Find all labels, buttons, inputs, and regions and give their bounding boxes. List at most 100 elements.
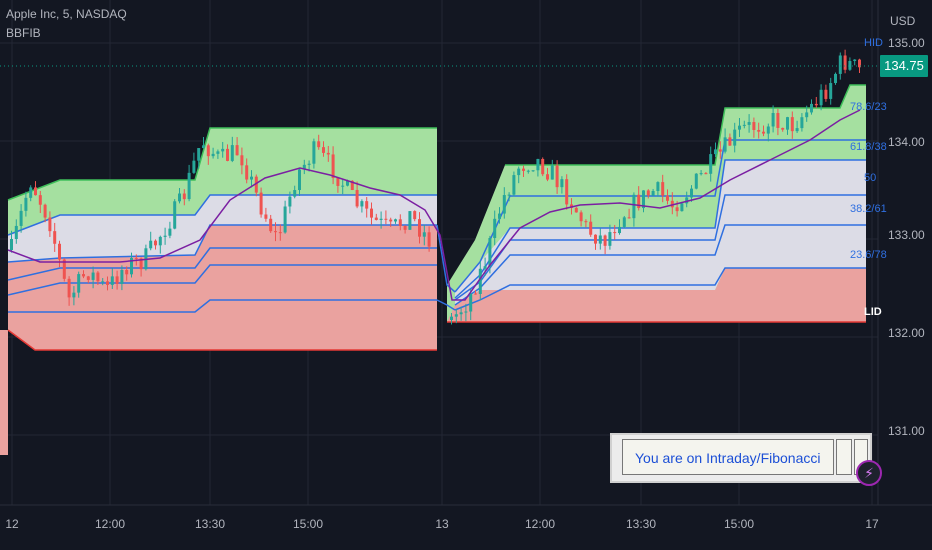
candle-body <box>115 276 119 284</box>
candle-body <box>197 148 201 161</box>
time-tick: 13 <box>435 517 449 531</box>
candle-body <box>675 207 679 212</box>
candle-body <box>824 89 828 99</box>
fib-line <box>454 267 866 311</box>
candle-body <box>422 232 426 237</box>
lower-zone <box>8 225 437 350</box>
candle-body <box>579 212 583 222</box>
candle-body <box>67 278 71 298</box>
candle-body <box>464 311 468 313</box>
time-tick: 13:30 <box>194 517 226 531</box>
candle-body <box>546 174 549 180</box>
candle-body <box>651 190 655 196</box>
currency-label: USD <box>890 14 916 28</box>
time-tick: 12:00 <box>524 517 556 531</box>
candle-body <box>474 293 477 295</box>
candle-body <box>603 235 607 246</box>
candle-body <box>360 201 364 207</box>
candle-body <box>245 165 249 180</box>
upper-band-line <box>7 127 437 201</box>
candle-body <box>632 194 636 219</box>
candle-body <box>269 218 273 232</box>
candle-body <box>728 137 732 146</box>
price-tick: 132.00 <box>888 326 925 340</box>
candle-body <box>82 274 85 277</box>
candle-body <box>752 122 756 130</box>
moving-average-line <box>7 109 861 301</box>
candle-body <box>843 55 847 70</box>
candle-body <box>254 176 258 193</box>
candle-body <box>536 158 540 171</box>
candle-body <box>656 182 660 191</box>
lightning-bolt-icon[interactable]: ⚡ <box>856 460 882 486</box>
candle-body <box>341 185 345 187</box>
candle-body <box>336 177 340 186</box>
candle-body <box>608 232 612 246</box>
candle-body <box>723 137 727 152</box>
candle-body <box>454 314 458 317</box>
candle-body <box>34 187 37 196</box>
candle-body <box>598 235 602 244</box>
candle-body <box>690 188 693 198</box>
candle-body <box>322 147 325 153</box>
candle-body <box>699 173 703 175</box>
candle-body <box>622 217 626 227</box>
candle-body <box>550 165 554 180</box>
time-tick: 17 <box>865 517 879 531</box>
candle-body <box>302 164 306 170</box>
candle-body <box>163 235 167 237</box>
candle-body <box>125 269 129 275</box>
candle-body <box>790 117 794 132</box>
candle-body <box>694 173 698 189</box>
candle-body <box>178 193 181 202</box>
candle-body <box>274 231 277 233</box>
candle-body <box>718 149 722 152</box>
candle-body <box>594 234 597 244</box>
indicator-name[interactable]: BBFIB <box>6 26 41 40</box>
candle-body <box>829 83 833 99</box>
candle-body <box>469 293 473 312</box>
candle-body <box>502 195 506 214</box>
candle-body <box>283 206 287 233</box>
candle-body <box>848 60 852 70</box>
last-price-tag: 134.75 <box>880 55 928 77</box>
candle-body <box>742 124 746 126</box>
candles <box>10 49 861 325</box>
symbol-title[interactable]: Apple Inc, 5, NASDAQ <box>6 7 127 21</box>
fib-line <box>454 139 866 293</box>
candle-body <box>250 176 253 180</box>
candle-body <box>766 126 770 134</box>
candle-body <box>762 131 765 134</box>
candle-body <box>488 238 492 267</box>
candle-body <box>661 182 665 196</box>
candle-body <box>379 218 383 220</box>
candle-body <box>192 160 196 173</box>
candle-body <box>158 236 162 246</box>
candle-body <box>14 225 18 240</box>
fib-line <box>7 264 437 296</box>
candle-body <box>685 197 689 204</box>
info-panel-cell: You are on Intraday/Fibonacci <box>622 439 834 475</box>
candle-body <box>370 208 373 218</box>
candle-body <box>498 213 501 219</box>
level-label-lid: LID <box>864 306 882 318</box>
candle-body <box>86 276 90 280</box>
time-tick: 15:00 <box>292 517 324 531</box>
candle-body <box>613 232 617 234</box>
candle-body <box>24 197 28 211</box>
candle-body <box>216 151 220 154</box>
candle-body <box>493 218 497 239</box>
candle-body <box>459 312 463 315</box>
candle-body <box>77 274 81 293</box>
level-label-382: 38.2/61 <box>850 203 887 215</box>
candle-body <box>560 179 564 188</box>
candle-body <box>627 217 631 219</box>
time-tick: 13:30 <box>625 517 657 531</box>
candle-body <box>384 218 388 220</box>
candle-body <box>408 211 412 230</box>
candle-body <box>574 207 578 213</box>
candle-body <box>149 240 153 249</box>
candle-body <box>96 272 100 282</box>
fib-line <box>436 224 456 293</box>
